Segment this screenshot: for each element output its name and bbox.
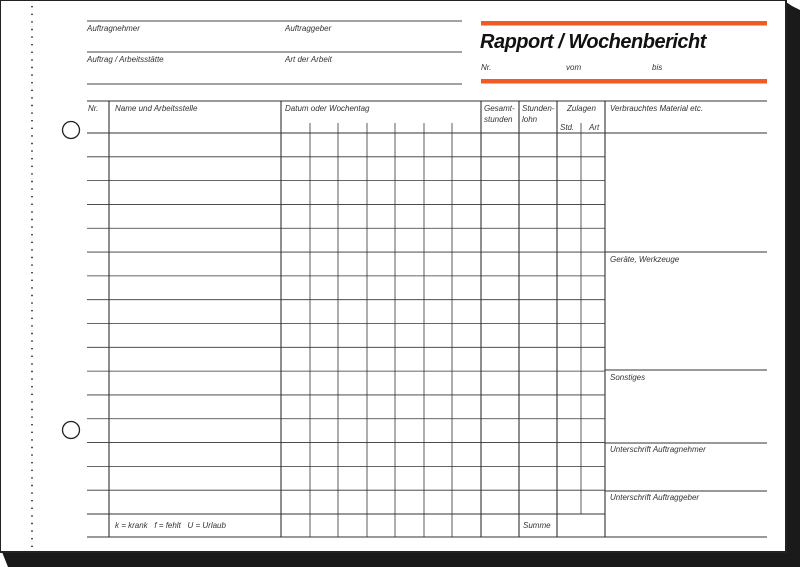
col-allowance-type-header: Art xyxy=(588,123,600,132)
col-total-hours-header-2: stunden xyxy=(484,115,513,124)
accent-bar-top xyxy=(481,21,767,26)
work-type-field-label: Art der Arbeit xyxy=(284,55,333,64)
col-date-header: Datum oder Wochentag xyxy=(285,104,370,113)
report-nr-label: Nr. xyxy=(481,63,491,72)
punch-hole-icon xyxy=(61,120,81,140)
accent-bar-bottom xyxy=(481,79,767,84)
header-lines xyxy=(87,20,462,85)
col-wage-header-1: Stunden- xyxy=(522,104,555,113)
client-signature-label: Unterschrift Auftraggeber xyxy=(610,493,699,502)
table-grid xyxy=(87,100,767,538)
col-name-header: Name und Arbeitsstelle xyxy=(115,104,198,113)
date-to-label: bis xyxy=(652,63,662,72)
col-allowances-header: Zulagen xyxy=(566,104,596,113)
contractor-signature-label: Unterschrift Auftragnehmer xyxy=(610,445,706,454)
sum-label: Summe xyxy=(523,521,551,530)
page-title: Rapport / Wochenbericht xyxy=(480,31,708,53)
absence-legend: k = krank f = fehlt U = Urlaub xyxy=(115,521,226,530)
contractor-field-label: Auftragnehmer xyxy=(86,24,140,33)
punch-hole-icon xyxy=(61,420,81,440)
order-site-field-label: Auftrag / Arbeitsstätte xyxy=(86,55,164,64)
col-wage-header-2: lohn xyxy=(522,115,538,124)
col-material-header: Verbrauchtes Material etc. xyxy=(610,104,703,113)
col-allowance-hours-header: Std. xyxy=(560,123,574,132)
date-from-label: vom xyxy=(566,63,581,72)
col-total-hours-header-1: Gesamt- xyxy=(484,104,515,113)
client-field-label: Auftraggeber xyxy=(284,24,332,33)
other-section-label: Sonstiges xyxy=(610,373,645,382)
tools-section-label: Geräte, Werkzeuge xyxy=(610,255,680,264)
col-nr-header: Nr. xyxy=(88,104,98,113)
